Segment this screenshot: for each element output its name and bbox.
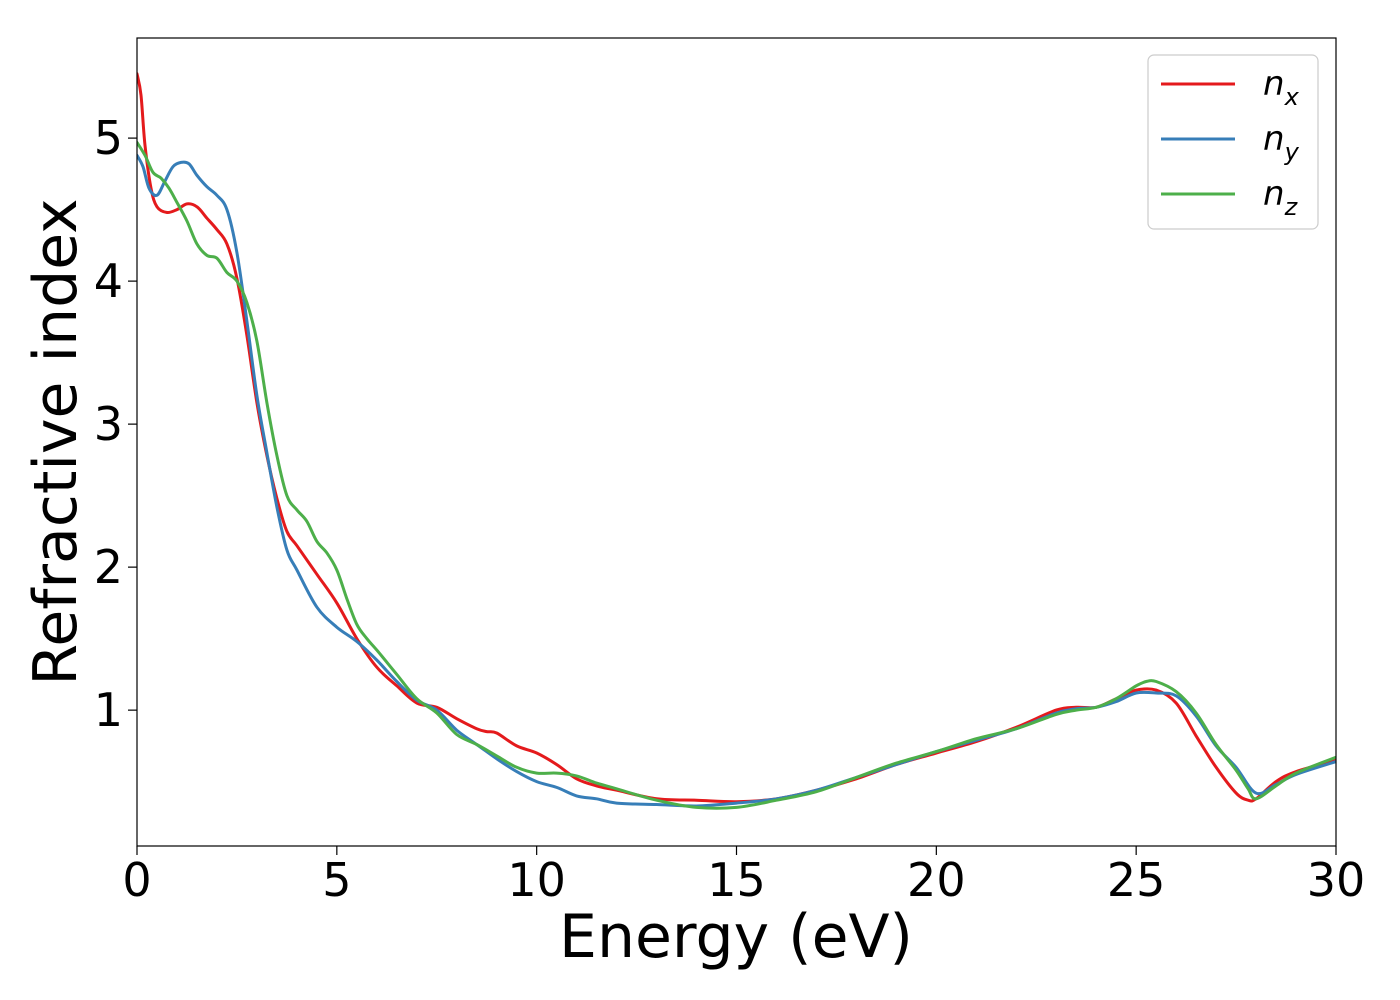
legend-label-subscript: y <box>1284 138 1300 166</box>
legend-label-nx: nx <box>1263 64 1300 111</box>
legend-label-base: n <box>1263 119 1285 159</box>
legend-label-base: n <box>1263 174 1285 214</box>
y-tick-label: 3 <box>94 397 123 451</box>
y-tick-label: 1 <box>94 683 123 737</box>
series-line-nx <box>137 72 1336 804</box>
x-tick-label: 0 <box>122 853 151 907</box>
series-layer <box>137 72 1336 810</box>
x-tick-label: 20 <box>907 853 966 907</box>
legend-label-base: n <box>1263 64 1285 104</box>
x-axis-ticks: 0 5 10 15 20 25 30 <box>122 846 1365 907</box>
legend-label-subscript: z <box>1284 193 1299 221</box>
y-tick-label: 5 <box>94 111 123 165</box>
legend-label-nz: nz <box>1263 174 1299 221</box>
y-axis-ticks: 1 2 3 4 5 <box>94 111 137 737</box>
x-tick-label: 15 <box>707 853 766 907</box>
x-tick-label: 5 <box>322 853 351 907</box>
series-line-ny <box>137 153 1336 808</box>
y-axis-title: Refractive index <box>21 198 91 685</box>
legend-label-ny: ny <box>1263 119 1300 166</box>
series-line-nz <box>137 140 1336 810</box>
legend-label-subscript: x <box>1284 83 1300 111</box>
y-tick-label: 4 <box>94 254 123 308</box>
legend-frame <box>1147 54 1319 230</box>
x-tick-label: 30 <box>1307 853 1366 907</box>
x-axis-title: Energy (eV) <box>559 902 913 972</box>
x-tick-label: 25 <box>1107 853 1166 907</box>
x-tick-label: 10 <box>507 853 566 907</box>
y-tick-label: 2 <box>94 540 123 594</box>
